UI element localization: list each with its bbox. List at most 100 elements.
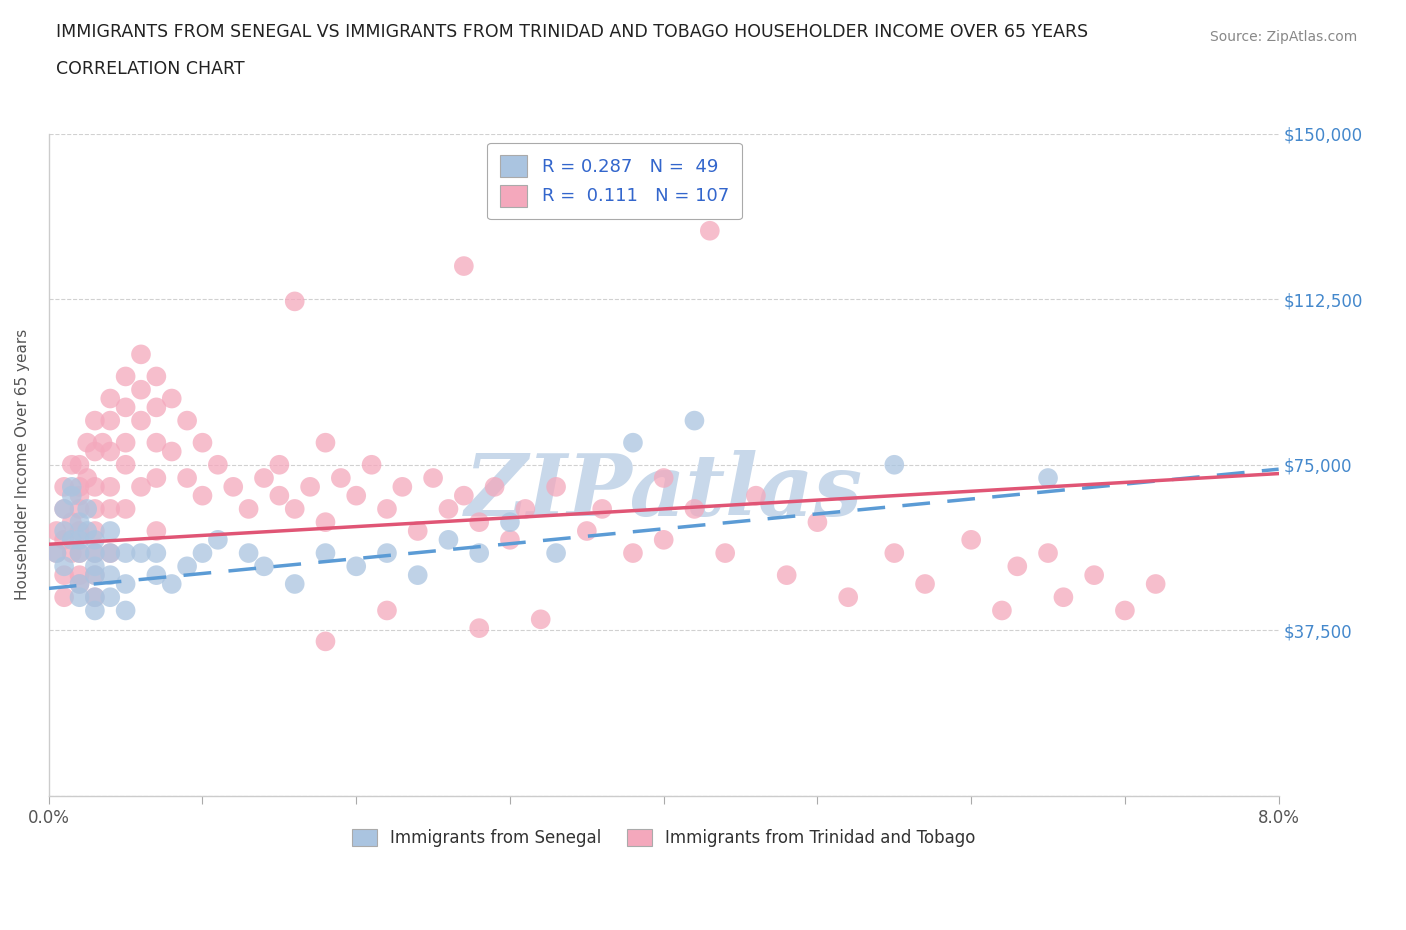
Point	[114, 603, 136, 618]
Point	[238, 501, 260, 516]
Point	[160, 392, 183, 406]
Point	[314, 546, 336, 561]
Point	[314, 634, 336, 649]
Point	[83, 559, 105, 574]
Point	[344, 559, 367, 574]
Text: IMMIGRANTS FROM SENEGAL VS IMMIGRANTS FROM TRINIDAD AND TOBAGO HOUSEHOLDER INCOM: IMMIGRANTS FROM SENEGAL VS IMMIGRANTS FR…	[56, 23, 1088, 41]
Point	[1036, 546, 1059, 561]
Point	[453, 488, 475, 503]
Point	[53, 567, 76, 582]
Point	[69, 458, 91, 472]
Point	[69, 590, 91, 604]
Point	[129, 347, 152, 362]
Point	[83, 567, 105, 582]
Point	[883, 458, 905, 472]
Point	[60, 479, 83, 494]
Point	[284, 294, 307, 309]
Point	[621, 435, 644, 450]
Point	[207, 532, 229, 547]
Point	[269, 488, 291, 503]
Point	[160, 577, 183, 591]
Point	[1052, 590, 1074, 604]
Point	[253, 559, 276, 574]
Point	[883, 546, 905, 561]
Point	[98, 479, 121, 494]
Point	[176, 471, 198, 485]
Point	[76, 471, 98, 485]
Point	[98, 413, 121, 428]
Point	[914, 577, 936, 591]
Point	[375, 603, 398, 618]
Point	[129, 382, 152, 397]
Point	[69, 567, 91, 582]
Legend: Immigrants from Senegal, Immigrants from Trinidad and Tobago: Immigrants from Senegal, Immigrants from…	[346, 822, 981, 854]
Point	[329, 471, 352, 485]
Point	[546, 479, 568, 494]
Point	[191, 435, 214, 450]
Point	[83, 413, 105, 428]
Point	[745, 488, 768, 503]
Point	[269, 458, 291, 472]
Point	[83, 603, 105, 618]
Point	[515, 501, 537, 516]
Point	[191, 488, 214, 503]
Point	[60, 458, 83, 472]
Point	[1083, 567, 1105, 582]
Point	[575, 524, 598, 538]
Point	[129, 479, 152, 494]
Point	[129, 546, 152, 561]
Point	[145, 400, 167, 415]
Point	[1114, 603, 1136, 618]
Point	[114, 546, 136, 561]
Point	[683, 501, 706, 516]
Point	[499, 532, 522, 547]
Point	[591, 501, 613, 516]
Point	[83, 590, 105, 604]
Point	[69, 532, 91, 547]
Point	[546, 546, 568, 561]
Point	[98, 524, 121, 538]
Point	[314, 435, 336, 450]
Point	[468, 514, 491, 529]
Point	[98, 567, 121, 582]
Point	[98, 501, 121, 516]
Point	[652, 532, 675, 547]
Point	[145, 524, 167, 538]
Point	[69, 577, 91, 591]
Point	[69, 514, 91, 529]
Point	[83, 567, 105, 582]
Point	[53, 524, 76, 538]
Point	[621, 546, 644, 561]
Point	[83, 445, 105, 459]
Point	[652, 471, 675, 485]
Point	[114, 501, 136, 516]
Point	[1144, 577, 1167, 591]
Point	[53, 501, 76, 516]
Point	[406, 524, 429, 538]
Point	[60, 488, 83, 503]
Point	[391, 479, 413, 494]
Point	[191, 546, 214, 561]
Point	[699, 223, 721, 238]
Point	[69, 546, 91, 561]
Point	[960, 532, 983, 547]
Point	[207, 458, 229, 472]
Point	[468, 620, 491, 635]
Point	[145, 369, 167, 384]
Point	[776, 567, 799, 582]
Text: ZIPatlas: ZIPatlas	[464, 449, 863, 533]
Point	[129, 413, 152, 428]
Point	[375, 546, 398, 561]
Point	[683, 413, 706, 428]
Point	[176, 413, 198, 428]
Y-axis label: Householder Income Over 65 years: Householder Income Over 65 years	[15, 329, 30, 601]
Point	[160, 445, 183, 459]
Point	[98, 546, 121, 561]
Point	[114, 400, 136, 415]
Point	[453, 259, 475, 273]
Point	[83, 590, 105, 604]
Point	[98, 546, 121, 561]
Point	[69, 546, 91, 561]
Point	[69, 488, 91, 503]
Point	[83, 546, 105, 561]
